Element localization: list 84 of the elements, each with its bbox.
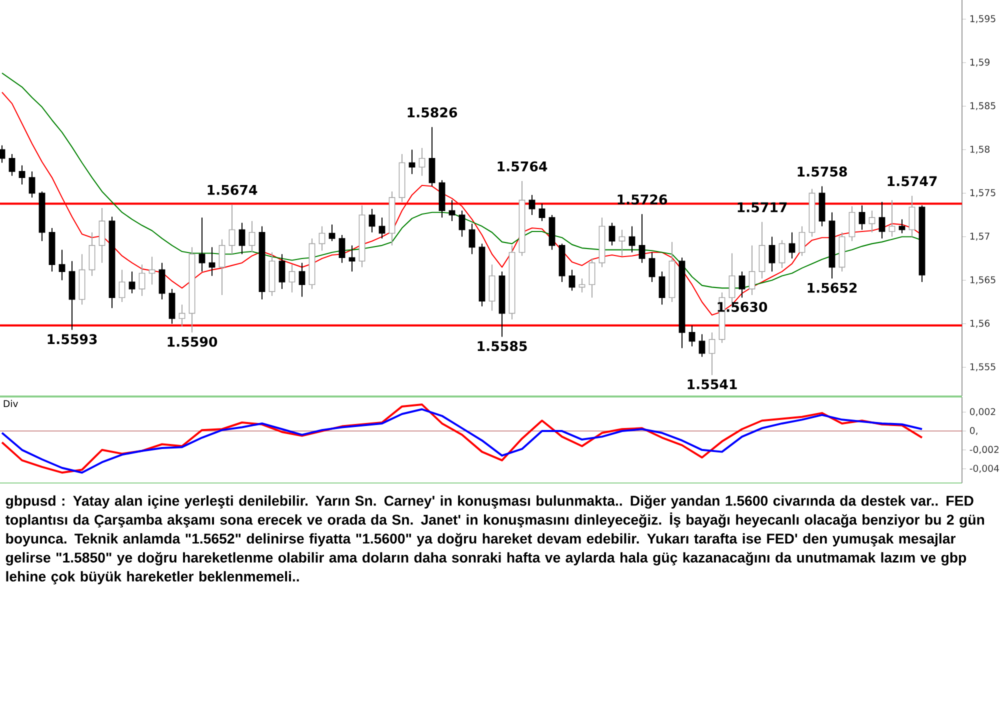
- candlestick: [378, 217, 386, 239]
- candlestick: [888, 200, 896, 238]
- candlestick: [878, 201, 886, 239]
- candlestick: [18, 164, 26, 186]
- candlestick: [698, 334, 706, 358]
- annotation: 1.5590: [168, 336, 218, 347]
- candlestick: [618, 229, 626, 256]
- candlestick: [448, 200, 456, 222]
- y-tick-label: 1,555: [970, 363, 996, 372]
- candlestick: [318, 226, 326, 252]
- candlestick: [648, 252, 656, 282]
- y-tick-label: 1,565: [970, 276, 996, 284]
- candlestick: [418, 147, 426, 176]
- candlestick: [58, 249, 66, 281]
- annotation: 1.5764: [498, 161, 548, 172]
- y-tick-label: 0,002: [970, 408, 996, 416]
- candlestick: [248, 220, 256, 253]
- candlestick: [628, 226, 636, 253]
- candlestick: [708, 332, 716, 376]
- candlestick: [778, 240, 786, 269]
- candlestick: [138, 264, 146, 296]
- candlestick: [288, 264, 296, 293]
- candlestick: [408, 149, 416, 175]
- candlestick: [348, 244, 356, 272]
- candlestick: [158, 262, 166, 300]
- annotation: 1.5826: [408, 107, 458, 118]
- y-tick-label: 1,58: [970, 146, 990, 154]
- candlestick: [688, 324, 696, 347]
- annotation: 1.5593: [48, 334, 97, 344]
- candlestick: [328, 224, 336, 242]
- annotation: 1.5726: [618, 194, 668, 204]
- y-tick-label: 1,57: [970, 232, 990, 241]
- candlestick: [898, 218, 906, 234]
- annotation: 1.5758: [798, 166, 847, 177]
- y-tick-label: 1,56: [970, 320, 990, 328]
- candlestick: [368, 208, 376, 233]
- candlestick: [338, 234, 346, 264]
- candlestick: [768, 236, 776, 272]
- annotation: 1.5747: [888, 176, 937, 186]
- annotation: 1.5585: [478, 341, 527, 352]
- y-tick-label: 0,: [970, 427, 978, 436]
- candlestick: [28, 170, 36, 198]
- candlestick: [578, 278, 586, 293]
- candlestick: [738, 271, 746, 298]
- candlestick: [908, 195, 916, 238]
- y-tick-label: 1,585: [970, 102, 996, 110]
- annotation: 1.5652: [808, 282, 857, 293]
- candlestick: [8, 154, 16, 176]
- candlestick: [658, 271, 666, 306]
- candlestick: [868, 210, 876, 233]
- candlestick: [788, 232, 796, 259]
- text: gbpusd : Yatay alan içine yerleşti denilebilir. Yarın Sn. Carney' in konuşması bulunmakta.. Diğer yandan 1.5600 civarında da destek var.. FED toplantısı da Çarşamba akşamı sona erecek ve orada da Sn. Janet' in konuşmasını dinleyeceğiz. İş bayağı heyecanlı olacağa benziyor bu 2 gün boyunca. Teknik anlamda "1.5652" delinirse fiyatta "1.5600" ya doğru hareket devam edebilir. Yukarı tarafta ise FED' den yumuşak mesajlar gelirse "1.5850" ye doğru hareketlenme olabilir ama doların daha sonraki hafta ve aylarda hala güç kazanacağını da unutmamak lazım ve gbp lehine çok büyük hareketler beklenmemeli..: [5, 495, 984, 584]
- candlestick: [568, 269, 576, 292]
- y-tick-label: 1,59: [970, 58, 990, 67]
- candlestick: [588, 258, 596, 298]
- annotation: 1.5674: [208, 184, 258, 195]
- candlestick: [608, 222, 616, 246]
- candlestick: [218, 238, 226, 296]
- candlestick: [798, 226, 806, 256]
- candlestick: [278, 254, 286, 290]
- candlestick: [298, 262, 306, 298]
- candlestick: [228, 204, 236, 255]
- candlestick: [238, 222, 246, 255]
- annotation: 1.5717: [738, 202, 787, 212]
- candlestick: [858, 204, 866, 230]
- candlestick: [638, 214, 646, 264]
- candlestick: [458, 210, 466, 238]
- candlestick: [468, 223, 476, 255]
- candlestick: [198, 217, 206, 272]
- annotation: 1.5541: [688, 379, 737, 390]
- chart-title: Div: [4, 400, 18, 408]
- y-tick-label: -0,002: [970, 446, 999, 454]
- y-tick-label: 1,595: [970, 15, 996, 24]
- candlestick: [528, 194, 536, 216]
- y-tick-label: -0,004: [970, 464, 999, 473]
- candlestick: [0, 144, 6, 164]
- candlestick: [128, 271, 136, 294]
- candlestick: [748, 244, 756, 296]
- y-tick-label: 1,575: [970, 189, 996, 198]
- candlestick: [178, 304, 186, 327]
- candlestick: [538, 203, 546, 222]
- candlestick: [208, 246, 216, 276]
- candlestick: [148, 256, 156, 286]
- candlestick: [118, 269, 126, 302]
